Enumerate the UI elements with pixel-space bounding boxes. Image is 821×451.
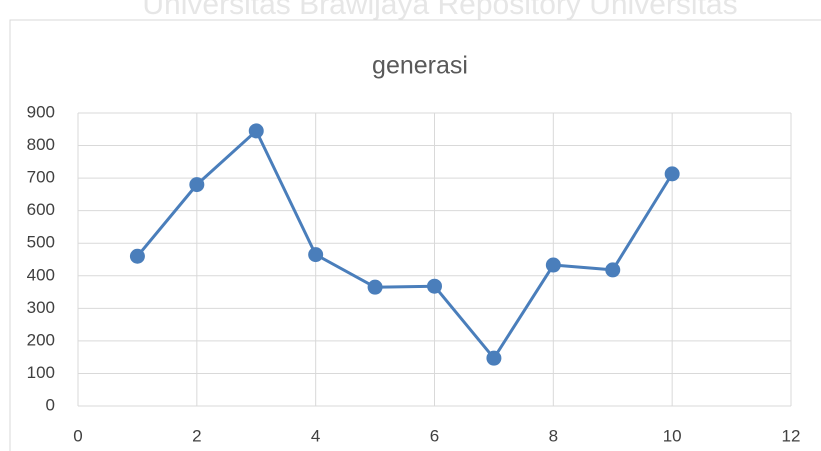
watermark: Universitas Brawijaya Repository Univers… <box>142 0 737 21</box>
chart-title: generasi <box>372 52 468 80</box>
chart-frame <box>9 19 821 451</box>
data-point <box>605 262 621 278</box>
x-tick-label: 0 <box>73 426 82 445</box>
y-tick-label: 700 <box>27 168 55 187</box>
data-point <box>664 166 680 182</box>
x-tick-label: 10 <box>663 426 682 445</box>
data-point <box>248 123 264 139</box>
data-point <box>308 247 324 263</box>
data-point <box>545 257 561 273</box>
series-line <box>136 129 674 360</box>
y-tick-label: 200 <box>27 330 55 349</box>
data-point <box>129 248 145 264</box>
y-tick-label: 300 <box>27 298 55 317</box>
data-point <box>486 350 502 366</box>
x-tick-label: 8 <box>549 426 558 445</box>
y-tick-label: 800 <box>27 135 55 154</box>
y-tick-label: 900 <box>27 102 55 121</box>
data-point <box>367 279 383 295</box>
x-tick-label: 6 <box>430 426 439 445</box>
y-tick-label: 100 <box>27 363 55 382</box>
y-tick-label: 0 <box>46 395 55 414</box>
y-tick-label: 400 <box>27 265 55 284</box>
data-point <box>427 278 442 294</box>
data-point <box>189 177 205 193</box>
x-tick-label: 4 <box>311 426 320 445</box>
y-tick-label: 600 <box>27 200 55 219</box>
y-tick-label: 500 <box>27 233 55 252</box>
x-tick-label: 2 <box>192 426 201 445</box>
x-tick-label: 12 <box>782 426 801 445</box>
